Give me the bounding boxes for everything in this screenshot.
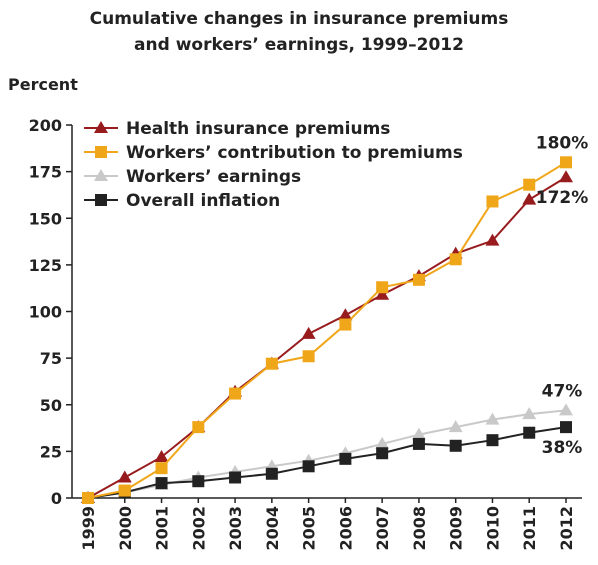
data-point (412, 273, 425, 286)
data-point (375, 287, 390, 300)
data-point (301, 326, 316, 339)
data-point (376, 447, 389, 460)
x-tick-label: 2010 (483, 506, 502, 551)
data-label: 38% (542, 438, 583, 458)
data-point (448, 420, 463, 433)
data-point (522, 192, 537, 205)
legend-marker (94, 121, 108, 133)
data-point (449, 439, 462, 452)
data-point (560, 421, 572, 434)
data-point (411, 427, 426, 440)
x-tick-label: 2004 (263, 506, 282, 551)
data-point (523, 178, 536, 191)
data-label: 180% (536, 133, 589, 153)
legend-marker (95, 146, 107, 158)
data-point (118, 484, 131, 497)
data-point (559, 403, 573, 416)
data-point (376, 281, 389, 294)
data-point (522, 407, 537, 420)
x-tick-label: 2011 (520, 506, 539, 551)
data-point (154, 449, 169, 462)
y-tick-label: 200 (29, 116, 62, 135)
x-tick-label: 2005 (300, 506, 319, 551)
x-tick-label: 2008 (410, 506, 429, 551)
data-label: 47% (542, 381, 583, 401)
data-point (339, 452, 352, 465)
y-tick-label: 175 (29, 163, 62, 182)
data-point (229, 471, 242, 484)
chart-title: and workers’ earnings, 1999–2012 (134, 35, 464, 55)
data-point (485, 412, 500, 425)
x-tick-label: 2003 (226, 506, 245, 551)
x-tick-label: 2001 (153, 506, 172, 551)
legend-marker (94, 169, 108, 181)
series-line (87, 176, 567, 499)
series-line (87, 426, 567, 499)
data-point (449, 253, 462, 266)
data-point (559, 170, 573, 183)
data-point (486, 434, 499, 447)
data-point (192, 421, 205, 434)
legend-label: Health insurance premiums (126, 119, 390, 139)
x-tick-label: 2006 (336, 506, 355, 551)
y-tick-label: 25 (40, 442, 62, 461)
x-tick-label: 2002 (189, 506, 208, 551)
series-line (87, 161, 567, 499)
x-tick-label: 2007 (373, 506, 392, 551)
data-point (229, 387, 242, 400)
data-point (485, 233, 500, 246)
data-point (560, 156, 572, 169)
data-point (486, 195, 499, 208)
data-point (155, 477, 168, 490)
legend-label: Workers’ contribution to premiums (126, 143, 463, 163)
y-tick-label: 125 (29, 256, 62, 275)
data-label: 172% (536, 188, 589, 208)
chart-title: Cumulative changes in insurance premiums (90, 9, 509, 29)
data-point (82, 492, 94, 504)
data-point (412, 437, 425, 450)
data-point (375, 436, 390, 449)
x-tick-label: 1999 (79, 506, 98, 551)
x-tick-label: 2009 (447, 506, 466, 551)
data-point (155, 462, 168, 475)
legend-marker (95, 194, 107, 206)
data-point (339, 318, 352, 331)
y-tick-label: 75 (40, 349, 62, 368)
y-tick-label: 0 (51, 489, 62, 508)
legend-label: Overall inflation (126, 191, 280, 211)
y-axis-label: Percent (8, 75, 78, 94)
data-point (302, 460, 315, 473)
legend-label: Workers’ earnings (126, 167, 301, 187)
y-tick-label: 100 (29, 303, 62, 322)
y-tick-label: 50 (40, 396, 62, 415)
x-tick-label: 2012 (557, 506, 576, 551)
data-point (192, 475, 205, 488)
data-point (302, 350, 315, 363)
data-point (265, 357, 278, 370)
data-point (338, 308, 353, 321)
data-point (117, 470, 132, 483)
x-tick-label: 2000 (116, 506, 135, 551)
data-point (523, 426, 536, 439)
data-point (265, 467, 278, 480)
y-tick-label: 150 (29, 209, 62, 228)
